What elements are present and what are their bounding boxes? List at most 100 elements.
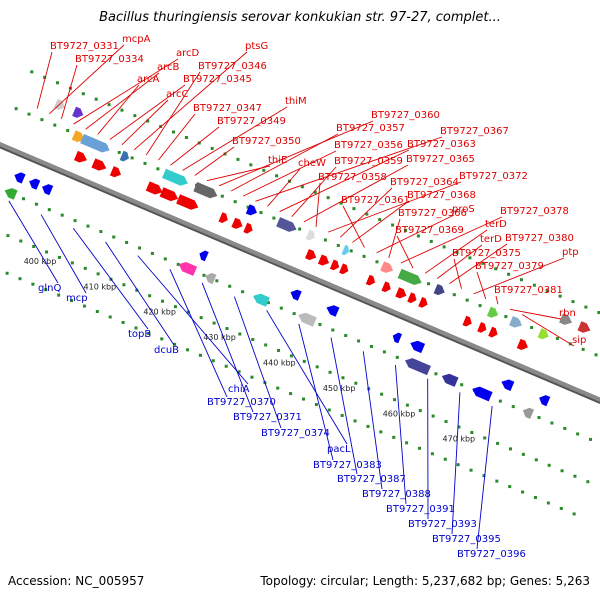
forward-gene-block[interactable] xyxy=(245,204,259,217)
reverse-gene-label[interactable]: topB xyxy=(128,329,151,340)
reverse-gene-block[interactable] xyxy=(3,186,18,200)
reverse-gene-label[interactable]: BT9727_0388 xyxy=(362,489,431,500)
forward-gene-label[interactable]: BT9727_0359 xyxy=(334,156,403,167)
forward-gene-label[interactable]: arcD xyxy=(176,48,200,59)
forward-gene-label[interactable]: BT9727_0368 xyxy=(407,190,476,201)
forward-gene-arrow[interactable] xyxy=(329,259,341,272)
forward-gene-block[interactable] xyxy=(162,168,190,188)
forward-gene-block[interactable] xyxy=(119,150,131,163)
forward-gene-label[interactable]: BT9727_0346 xyxy=(198,61,267,72)
forward-gene-label[interactable]: terD xyxy=(485,219,507,230)
reverse-gene-label[interactable]: BT9727_0370 xyxy=(207,397,276,408)
reverse-gene-label[interactable]: glnQ xyxy=(38,283,61,294)
reverse-gene-arrow[interactable] xyxy=(537,393,551,407)
reverse-gene-label[interactable]: BT9727_0371 xyxy=(233,412,302,423)
forward-gene-label[interactable]: BT9727_0366 xyxy=(398,208,467,219)
reverse-gene-label[interactable]: dcuB xyxy=(154,345,179,356)
forward-gene-arrow[interactable] xyxy=(462,315,473,328)
forward-gene-label[interactable]: BT9727_0363 xyxy=(407,139,476,150)
forward-gene-label[interactable]: BT9727_0358 xyxy=(318,172,387,183)
forward-gene-label[interactable]: mcpA xyxy=(122,34,151,45)
forward-gene-block[interactable] xyxy=(53,98,67,112)
reverse-gene-label[interactable]: BT9727_0374 xyxy=(261,428,330,439)
forward-gene-label[interactable]: BT9727_0350 xyxy=(232,136,301,147)
forward-gene-label[interactable]: proS xyxy=(452,204,475,215)
forward-gene-arrow[interactable] xyxy=(243,222,254,235)
reverse-gene-block[interactable] xyxy=(203,271,217,285)
forward-gene-block[interactable] xyxy=(397,268,424,288)
forward-gene-arrow[interactable] xyxy=(407,292,418,304)
forward-gene-label[interactable]: BT9727_0380 xyxy=(505,233,574,244)
forward-gene-label[interactable]: BT9727_0375 xyxy=(452,248,521,259)
forward-gene-label[interactable]: arcC xyxy=(166,89,189,100)
forward-gene-block[interactable] xyxy=(509,316,524,330)
reverse-gene-block[interactable] xyxy=(521,406,535,419)
forward-gene-arrow[interactable] xyxy=(91,158,108,173)
forward-gene-label[interactable]: rbn xyxy=(559,308,576,319)
forward-gene-block[interactable] xyxy=(380,261,395,275)
forward-gene-label[interactable]: BT9727_0349 xyxy=(217,116,286,127)
forward-gene-arrow[interactable] xyxy=(145,181,165,196)
reverse-gene-block[interactable] xyxy=(251,291,270,307)
forward-gene-label[interactable]: BT9727_0369 xyxy=(395,225,464,236)
reverse-gene-label[interactable]: BT9727_0391 xyxy=(386,504,455,515)
reverse-gene-arrow[interactable] xyxy=(289,288,302,301)
forward-gene-label[interactable]: BT9727_0331 xyxy=(50,41,119,52)
reverse-gene-block[interactable] xyxy=(403,356,431,376)
forward-gene-label[interactable]: BT9727_0360 xyxy=(371,110,440,121)
forward-gene-label[interactable]: BT9727_0357 xyxy=(336,123,405,134)
forward-gene-block[interactable] xyxy=(72,106,85,120)
forward-gene-arrow[interactable] xyxy=(159,187,180,203)
forward-gene-label[interactable]: BT9727_0378 xyxy=(500,206,569,217)
reverse-gene-block[interactable] xyxy=(440,371,459,387)
forward-gene-label[interactable]: BT9727_0379 xyxy=(475,261,544,272)
forward-gene-arrow[interactable] xyxy=(477,322,488,334)
reverse-gene-label[interactable]: BT9727_0395 xyxy=(432,534,501,545)
forward-gene-label[interactable]: thiE xyxy=(268,155,287,166)
forward-gene-label[interactable]: arcB xyxy=(157,62,180,73)
forward-gene-label[interactable]: BT9727_0367 xyxy=(440,126,509,137)
forward-gene-arrow[interactable] xyxy=(488,326,499,339)
forward-gene-arrow[interactable] xyxy=(218,212,229,224)
reverse-gene-block[interactable] xyxy=(296,310,317,327)
forward-gene-arrow[interactable] xyxy=(305,248,318,262)
forward-gene-arrow[interactable] xyxy=(317,254,331,267)
forward-gene-label[interactable]: BT9727_0365 xyxy=(406,154,475,165)
forward-gene-block[interactable] xyxy=(80,133,112,155)
forward-gene-label[interactable]: terD xyxy=(480,234,502,245)
forward-gene-arrow[interactable] xyxy=(73,150,89,165)
forward-gene-label[interactable]: BT9727_0381 xyxy=(494,285,563,296)
reverse-gene-label[interactable]: chiA xyxy=(228,384,250,395)
reverse-gene-arrow[interactable] xyxy=(499,377,515,392)
reverse-gene-label[interactable]: mcp xyxy=(66,293,88,304)
reverse-gene-label[interactable]: pacL xyxy=(327,444,351,455)
forward-gene-label[interactable]: arcA xyxy=(137,74,160,85)
forward-gene-label[interactable]: BT9727_0364 xyxy=(390,177,459,188)
forward-gene-block[interactable] xyxy=(433,283,447,297)
forward-gene-arrow[interactable] xyxy=(516,338,530,352)
forward-gene-block[interactable] xyxy=(559,313,574,327)
forward-gene-label[interactable]: thiM xyxy=(285,96,307,107)
forward-gene-label[interactable]: ptp xyxy=(562,247,579,258)
forward-gene-block[interactable] xyxy=(276,217,298,234)
forward-gene-block[interactable] xyxy=(305,229,317,242)
forward-gene-label[interactable]: BT9727_0372 xyxy=(459,171,528,182)
forward-gene-label[interactable]: sip xyxy=(572,335,586,346)
forward-gene-block[interactable] xyxy=(193,182,219,201)
reverse-gene-arrow[interactable] xyxy=(408,338,426,354)
reverse-gene-arrow[interactable] xyxy=(40,182,54,196)
forward-gene-label[interactable]: BT9727_0334 xyxy=(75,54,144,65)
reverse-gene-label[interactable]: BT9727_0387 xyxy=(337,474,406,485)
forward-gene-arrow[interactable] xyxy=(381,281,392,293)
forward-gene-arrow[interactable] xyxy=(231,217,244,231)
forward-gene-label[interactable]: BT9727_0345 xyxy=(183,74,252,85)
forward-gene-arrow[interactable] xyxy=(395,287,408,300)
reverse-gene-arrow[interactable] xyxy=(325,303,340,317)
forward-gene-block[interactable] xyxy=(341,244,351,257)
reverse-gene-block[interactable] xyxy=(470,384,493,402)
forward-gene-label[interactable]: BT9727_0361 xyxy=(341,195,410,206)
reverse-gene-label[interactable]: BT9727_0393 xyxy=(408,519,477,530)
forward-gene-label[interactable]: BT9727_0356 xyxy=(334,140,403,151)
forward-gene-label[interactable]: ptsG xyxy=(245,41,268,52)
